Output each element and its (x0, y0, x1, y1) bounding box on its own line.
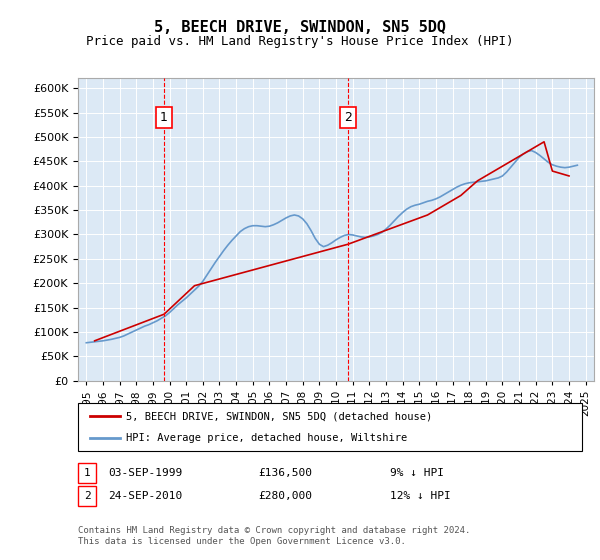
Text: 2: 2 (83, 491, 91, 501)
Text: 03-SEP-1999: 03-SEP-1999 (108, 468, 182, 478)
Text: £280,000: £280,000 (258, 491, 312, 501)
Text: 5, BEECH DRIVE, SWINDON, SN5 5DQ: 5, BEECH DRIVE, SWINDON, SN5 5DQ (154, 20, 446, 35)
Text: Contains HM Land Registry data © Crown copyright and database right 2024.
This d: Contains HM Land Registry data © Crown c… (78, 526, 470, 546)
Text: 24-SEP-2010: 24-SEP-2010 (108, 491, 182, 501)
Text: £136,500: £136,500 (258, 468, 312, 478)
Text: 12% ↓ HPI: 12% ↓ HPI (390, 491, 451, 501)
Text: 2: 2 (344, 111, 352, 124)
Text: 5, BEECH DRIVE, SWINDON, SN5 5DQ (detached house): 5, BEECH DRIVE, SWINDON, SN5 5DQ (detach… (126, 411, 432, 421)
Text: HPI: Average price, detached house, Wiltshire: HPI: Average price, detached house, Wilt… (126, 433, 407, 444)
Text: 1: 1 (160, 111, 168, 124)
Text: 9% ↓ HPI: 9% ↓ HPI (390, 468, 444, 478)
Text: 1: 1 (83, 468, 91, 478)
Text: Price paid vs. HM Land Registry's House Price Index (HPI): Price paid vs. HM Land Registry's House … (86, 35, 514, 48)
